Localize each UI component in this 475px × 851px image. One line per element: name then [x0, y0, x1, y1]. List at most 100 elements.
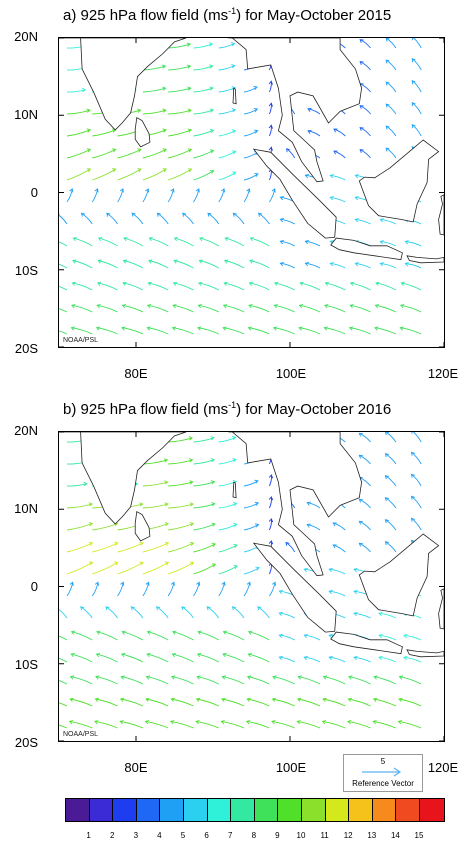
flow-vector-head [249, 259, 254, 264]
panel-b-title: b) 925 hPa flow field (ms-1) for May-Oct… [63, 400, 391, 418]
flow-vector-head [279, 262, 284, 267]
flow-vector-head [173, 259, 178, 264]
flow-vector [373, 720, 397, 729]
flow-vector [244, 524, 259, 531]
panel-a-ylabel-10n: 10N [14, 107, 38, 122]
flow-vector [172, 327, 194, 335]
colorbar-swatch [278, 799, 302, 821]
flow-vector [248, 304, 270, 313]
lesser-sunda-landmass [406, 649, 444, 658]
flow-vector-head [279, 196, 284, 201]
colorbar-tick-label: 14 [390, 831, 400, 840]
flow-vector [257, 606, 270, 619]
flow-vector-head [398, 675, 404, 680]
flow-vector [193, 437, 215, 443]
flow-vector [196, 720, 219, 729]
flow-vector [142, 582, 150, 597]
flow-vector-head [207, 212, 212, 217]
flow-vector [398, 698, 422, 707]
reference-vector-arrow-icon [362, 767, 402, 777]
flow-vector-head [248, 281, 253, 286]
flow-vector [349, 327, 371, 335]
flow-vector [248, 653, 270, 663]
flow-vector [218, 480, 237, 487]
flow-vector-head [353, 611, 358, 617]
flow-vector-head [88, 522, 94, 527]
flow-vector [280, 262, 295, 269]
flow-vector [199, 237, 220, 247]
india-landmass [59, 432, 187, 525]
flow-vector-head [411, 123, 416, 129]
flow-vector [69, 720, 93, 729]
flow-vector-head [119, 188, 124, 193]
flow-vector-head [148, 237, 153, 242]
colorbar-tick-label: 4 [157, 831, 162, 840]
flow-vector [348, 676, 371, 685]
flow-vector-head [171, 326, 177, 331]
flow-vector-head [328, 567, 333, 573]
flow-vector-head [164, 541, 170, 546]
flow-vector [304, 634, 321, 641]
flow-vector [244, 151, 258, 159]
flow-vector-head [208, 42, 214, 47]
flow-vector-head [399, 326, 404, 331]
flow-vector-head [97, 237, 103, 242]
flow-vector [122, 631, 144, 641]
flow-vector-head [80, 212, 86, 217]
flow-vector [399, 676, 422, 685]
flow-vector [121, 676, 144, 685]
flow-vector [374, 327, 397, 335]
flow-vector [193, 65, 213, 71]
panel-b-ylabel-20n: 20N [14, 423, 38, 438]
flow-vector [71, 653, 93, 663]
panel-b-flow-svg [59, 432, 444, 741]
flow-vector [218, 109, 236, 115]
flow-vector-head [247, 326, 253, 331]
panel-a-title-sup: -1 [228, 6, 237, 16]
colorbar-swatch [396, 799, 420, 821]
flow-vector-head [411, 101, 416, 107]
flow-vector [168, 87, 191, 93]
flow-vector-head [187, 108, 192, 113]
flow-vector [385, 432, 397, 443]
colorbar-swatch [113, 799, 137, 821]
flow-vector-head [220, 720, 225, 725]
colorbar-tick-label: 9 [275, 831, 280, 840]
flow-vector-head [379, 240, 384, 245]
flow-vector [96, 327, 118, 335]
flow-vector [193, 43, 213, 49]
flow-vector-head [189, 522, 195, 527]
flow-vector [305, 240, 321, 247]
panel-b-title-suffix: ) for May-October 2016 [236, 401, 392, 418]
flow-vector [147, 631, 169, 641]
flow-vector-head [329, 262, 334, 267]
flow-vector-head [197, 326, 202, 331]
flow-vector [171, 676, 194, 685]
colorbar-tick-label: 2 [109, 831, 115, 840]
flow-vector-head [254, 479, 259, 484]
flow-vector-head [324, 304, 329, 309]
flow-vector-head [86, 108, 91, 113]
flow-vector-head [268, 80, 273, 85]
flow-vector-head [139, 502, 144, 507]
flow-vector [401, 282, 422, 291]
flow-vector-head [268, 518, 274, 523]
flow-vector [385, 103, 397, 115]
flow-vector [218, 582, 225, 597]
flow-vector [120, 698, 144, 707]
flow-vector [385, 453, 397, 465]
flow-vector-head [354, 262, 359, 267]
flow-vector-head [411, 38, 416, 41]
flow-vector-head [385, 103, 390, 108]
panel-a-ylabel-20n: 20N [14, 29, 38, 44]
flow-vector-head [145, 188, 150, 193]
flow-vector [66, 542, 93, 553]
colorbar-tick-label: 12 [343, 831, 353, 840]
flow-vector-head [123, 237, 128, 242]
panel-b-xlabel-100e: 100E [275, 760, 307, 775]
borneo-landmass [358, 139, 440, 223]
flow-vector [173, 282, 194, 291]
panel-a-title-prefix: a) 925 hPa flow field (ms [63, 7, 229, 24]
flow-vector-head [397, 720, 403, 725]
flow-vector-head [96, 304, 101, 309]
